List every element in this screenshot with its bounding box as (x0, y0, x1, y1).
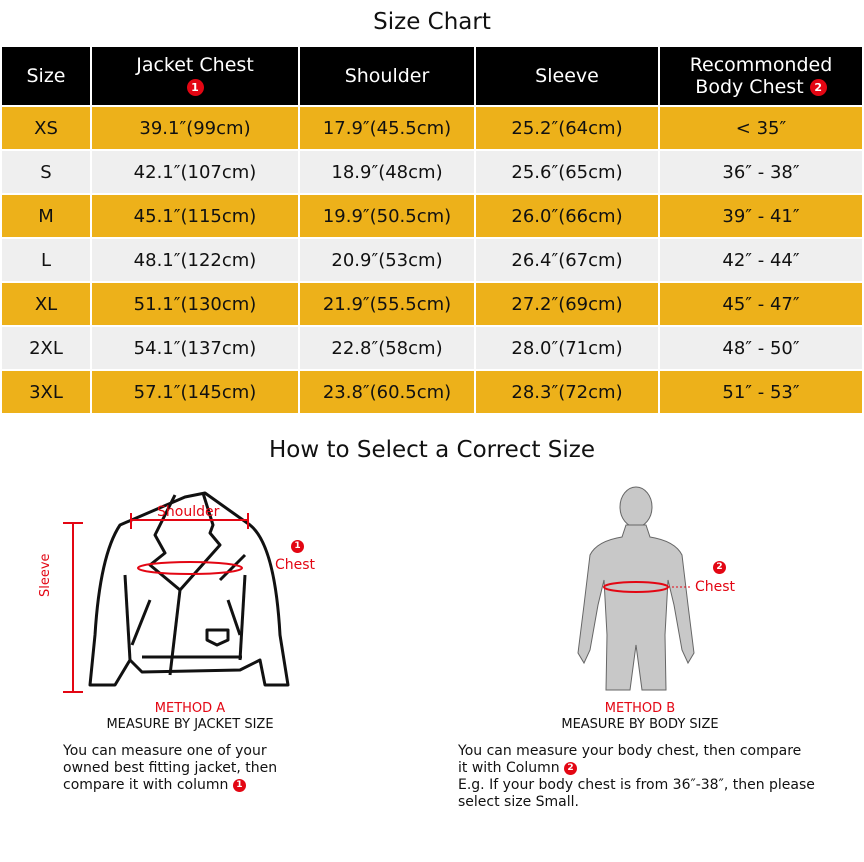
cell-size: XL (0, 281, 92, 327)
header-body-chest: Recommonded Body Chest 2 (658, 45, 864, 107)
header-shoulder: Shoulder (298, 45, 476, 107)
sleeve-label: Sleeve (38, 553, 53, 597)
cell-jacket-chest: 42.1″(107cm) (90, 149, 300, 195)
shoulder-label: Shoulder (157, 504, 220, 520)
table-row: 2XL 54.1″(137cm) 22.8″(58cm) 28.0″(71cm) 48″… (0, 325, 864, 371)
table-row: XL 51.1″(130cm) 21.9″(55.5cm) 27.2″(69cm) 45… (0, 281, 864, 327)
cell-jacket-chest: 45.1″(115cm) (90, 193, 300, 239)
cell-sleeve: 27.2″(69cm) (474, 281, 660, 327)
badge-2: 2 (809, 79, 827, 96)
badge-2: 2 (713, 561, 726, 574)
cell-size: M (0, 193, 92, 239)
cell-sleeve: 28.3″(72cm) (474, 369, 660, 415)
desc-line: E.g. If your body chest is from 36″-38″,… (458, 777, 815, 793)
table-row: XS 39.1″(99cm) 17.9″(45.5cm) 25.2″(64cm) < 3… (0, 105, 864, 151)
cell-size: 3XL (0, 369, 92, 415)
header-label: Recommonded (689, 54, 833, 76)
method-b-subtitle: MEASURE BY BODY SIZE (561, 717, 719, 732)
desc-line: select size Small. (458, 794, 579, 810)
desc-line: it with Column 2 (458, 760, 815, 777)
cell-shoulder: 22.8″(58cm) (298, 325, 476, 371)
cell-body-chest: 42″ - 44″ (658, 237, 864, 283)
header-label: Jacket Chest (136, 54, 254, 76)
header-label: Body Chest (695, 76, 804, 98)
desc-line: owned best fitting jacket, then (63, 760, 278, 776)
body-chest-label: Chest (695, 579, 736, 595)
cell-jacket-chest: 57.1″(145cm) (90, 369, 300, 415)
desc-line: You can measure one of your (63, 743, 267, 759)
header-sleeve: Sleeve (474, 45, 660, 107)
cell-shoulder: 20.9″(53cm) (298, 237, 476, 283)
desc-line: compare it with column 1 (63, 777, 277, 794)
cell-body-chest: 48″ - 50″ (658, 325, 864, 371)
cell-shoulder: 21.9″(55.5cm) (298, 281, 476, 327)
cell-jacket-chest: 48.1″(122cm) (90, 237, 300, 283)
badge-1: 1 (291, 540, 304, 553)
cell-jacket-chest: 51.1″(130cm) (90, 281, 300, 327)
cell-sleeve: 25.2″(64cm) (474, 105, 660, 151)
cell-sleeve: 26.0″(66cm) (474, 193, 660, 239)
cell-shoulder: 23.8″(60.5cm) (298, 369, 476, 415)
header-size: Size (0, 45, 92, 107)
cell-jacket-chest: 39.1″(99cm) (90, 105, 300, 151)
badge-1: 1 (232, 778, 246, 792)
cell-body-chest: 36″ - 38″ (658, 149, 864, 195)
cell-body-chest: 51″ - 53″ (658, 369, 864, 415)
chest-label: Chest (275, 557, 316, 573)
cell-sleeve: 26.4″(67cm) (474, 237, 660, 283)
size-table: Size Jacket Chest 1 Shoulder Sleeve Recom… (0, 45, 864, 415)
cell-sleeve: 28.0″(71cm) (474, 325, 660, 371)
cell-body-chest: 45″ - 47″ (658, 281, 864, 327)
jacket-diagram (63, 491, 290, 693)
cell-jacket-chest: 54.1″(137cm) (90, 325, 300, 371)
cell-body-chest: < 35″ (658, 105, 864, 151)
cell-shoulder: 19.9″(50.5cm) (298, 193, 476, 239)
desc-text: it with Column (458, 760, 560, 776)
method-b-description: You can measure your body chest, then co… (458, 743, 815, 811)
jacket-outline-icon (88, 491, 290, 687)
method-a-description: You can measure one of your owned best f… (63, 743, 277, 794)
guide-title: How to Select a Correct Size (268, 437, 596, 463)
table-row: L 48.1″(122cm) 20.9″(53cm) 26.4″(67cm) 42″ -… (0, 237, 864, 283)
size-chart-title: Size Chart (373, 9, 491, 35)
header-jacket-chest: Jacket Chest 1 (90, 45, 300, 107)
table-row: S 42.1″(107cm) 18.9″(48cm) 25.6″(65cm) 36″ -… (0, 149, 864, 195)
cell-shoulder: 17.9″(45.5cm) (298, 105, 476, 151)
cell-body-chest: 39″ - 41″ (658, 193, 864, 239)
table-header: Size Jacket Chest 1 Shoulder Sleeve Recom… (0, 45, 864, 107)
method-a-subtitle: MEASURE BY JACKET SIZE (106, 717, 274, 732)
body-silhouette-icon (577, 486, 695, 691)
cell-size: XS (0, 105, 92, 151)
method-a-name: METHOD A (154, 701, 226, 716)
badge-2: 2 (564, 761, 578, 775)
cell-shoulder: 18.9″(48cm) (298, 149, 476, 195)
cell-size: 2XL (0, 325, 92, 371)
table-row: 3XL 57.1″(145cm) 23.8″(60.5cm) 28.3″(72cm) 5… (0, 369, 864, 415)
cell-sleeve: 25.6″(65cm) (474, 149, 660, 195)
cell-size: L (0, 237, 92, 283)
table-row: M 45.1″(115cm) 19.9″(50.5cm) 26.0″(66cm) 39″… (0, 193, 864, 239)
method-b-name: METHOD B (604, 701, 676, 716)
desc-line: You can measure your body chest, then co… (458, 743, 802, 759)
desc-text: compare it with column (63, 777, 229, 793)
badge-1: 1 (186, 79, 204, 96)
cell-size: S (0, 149, 92, 195)
